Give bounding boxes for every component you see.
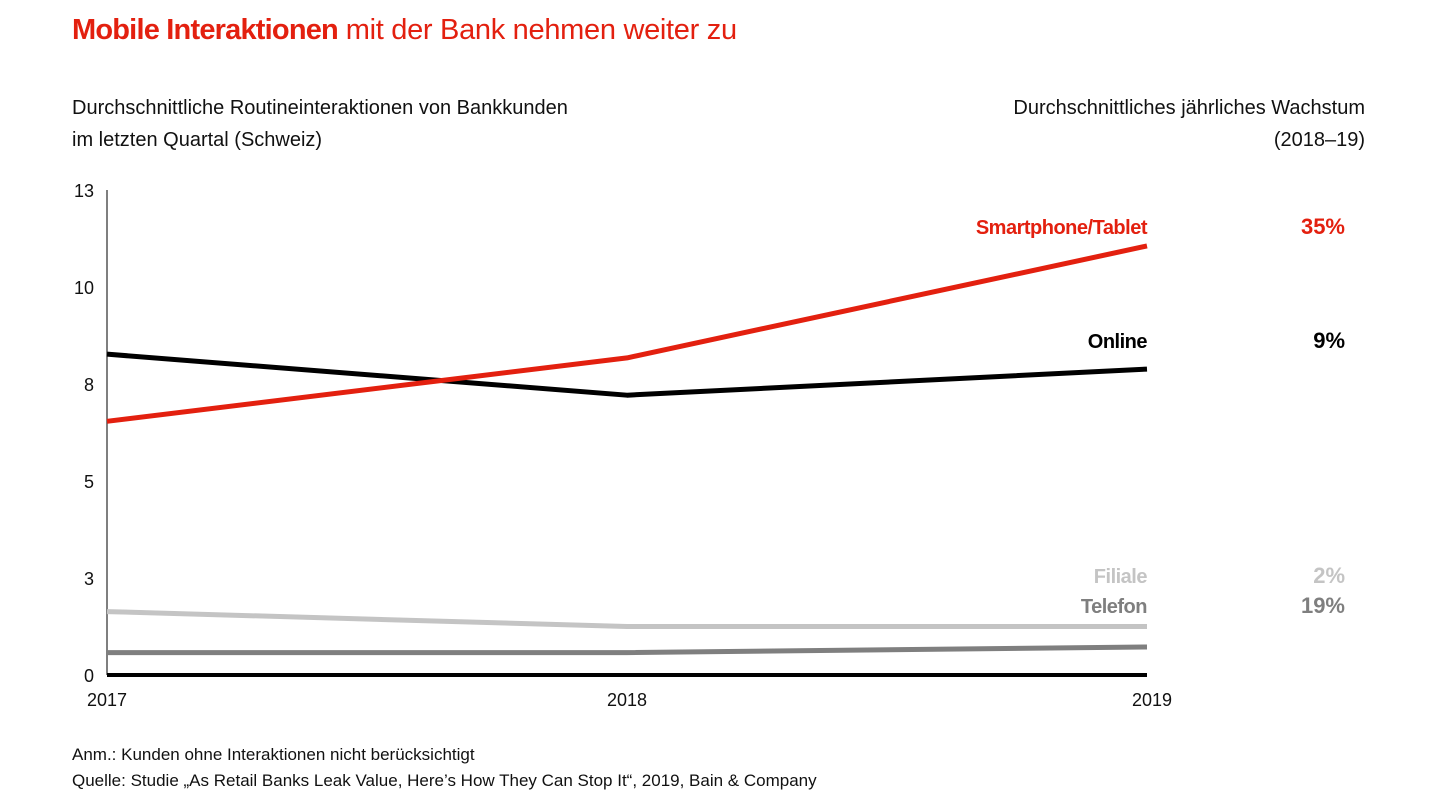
x-tick-label: 2019 bbox=[1132, 690, 1172, 710]
y-tick-label: 10 bbox=[74, 278, 94, 298]
chart-title-regular: mit der Bank nehmen weiter zu bbox=[337, 14, 737, 46]
series-label-online: Online bbox=[1088, 331, 1148, 353]
y-axis-description-line-2: im letzten Quartal (Schweiz) bbox=[72, 129, 323, 151]
footnote-note: Anm.: Kunden ohne Interaktionen nicht be… bbox=[72, 745, 475, 764]
footnote-source: Quelle: Studie „As Retail Banks Leak Val… bbox=[72, 771, 817, 790]
series-label-telefon: Telefon bbox=[1081, 596, 1147, 618]
x-tick-label: 2017 bbox=[87, 690, 127, 710]
chart-title-bold: Mobile Interaktionen bbox=[72, 14, 339, 46]
growth-value-smartphone-tablet: 35% bbox=[1301, 214, 1345, 239]
series-line-smartphone-tablet bbox=[106, 243, 1148, 424]
growth-header-line-2: (2018–19) bbox=[1273, 129, 1365, 151]
chart-title: Mobile Interaktionen mit der Bank nehmen… bbox=[72, 14, 737, 47]
series-line-telefon bbox=[107, 644, 1148, 656]
y-tick-label: 0 bbox=[84, 666, 94, 686]
growth-value-filiale: 2% bbox=[1313, 563, 1345, 588]
y-axis-description-line-1: Durchschnittliche Routineinteraktionen v… bbox=[72, 97, 568, 119]
series-label-smartphone-tablet: Smartphone/Tablet bbox=[976, 217, 1148, 239]
series-line-filiale bbox=[106, 609, 1147, 629]
growth-value-online: 9% bbox=[1313, 328, 1345, 353]
y-tick-label: 3 bbox=[84, 569, 94, 589]
y-tick-label: 8 bbox=[84, 375, 94, 395]
y-tick-label: 5 bbox=[84, 472, 94, 492]
y-axis-description: Durchschnittliche Routineinteraktionen v… bbox=[72, 92, 568, 156]
growth-column-header: Durchschnittliches jährliches Wachstum (… bbox=[1013, 92, 1365, 156]
series-line-online bbox=[106, 351, 1148, 398]
series-labels: Smartphone/Tablet 35% Online 9% Filiale 2% Tel… bbox=[976, 214, 1345, 618]
x-tick-label: 2018 bbox=[607, 690, 647, 710]
axes: 0 3 5 8 10 13 2017 2018 2019 bbox=[74, 181, 1172, 710]
y-tick-label: 13 bbox=[74, 181, 94, 201]
series-label-filiale: Filiale bbox=[1094, 566, 1148, 588]
growth-value-telefon: 19% bbox=[1301, 593, 1345, 618]
footnote: Anm.: Kunden ohne Interaktionen nicht be… bbox=[72, 742, 817, 794]
growth-header-line-1: Durchschnittliches jährliches Wachstum bbox=[1013, 97, 1365, 119]
series-lines bbox=[106, 243, 1148, 656]
